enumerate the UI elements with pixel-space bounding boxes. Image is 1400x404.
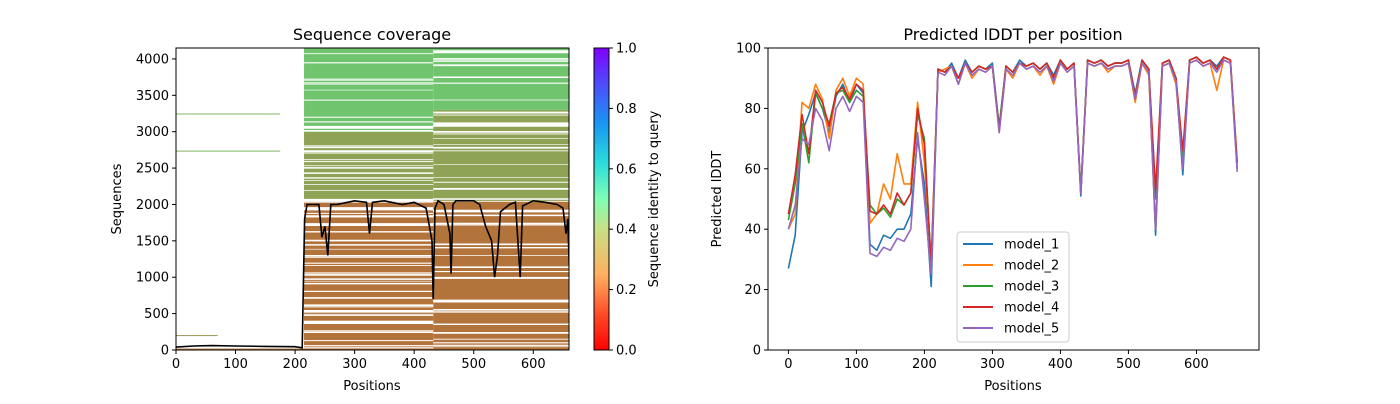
plddt-y-ticks: 0 20 40 60 80 100 [736,42,768,359]
plddt-axes-frame [767,47,1260,351]
coverage-y-tick-label-5: 2500 [136,162,169,177]
plddt-series-model_5 [787,59,1238,276]
coverage-panel: 0 100 200 300 400 500 600 0 500 1000 1500 2000 2500… [110,25,570,394]
coverage-x-label: Positions [343,379,401,394]
coverage-y-tick-label-3: 1500 [136,234,169,249]
plddt-x-tick-label-1: 100 [844,357,869,372]
plddt-lines [787,56,1238,288]
coverage-block-5 [304,131,434,201]
coverage-x-tick-label-3: 300 [342,357,367,372]
plddt-panel: 0 100 200 300 400 500 600 0 20 40 60 80 100 Predict… [710,25,1260,394]
plddt-x-tick-label-4: 400 [1048,357,1073,372]
plddt-y-label: Predicted lDDT [710,151,725,248]
legend-label-model_5: model_5 [1004,322,1059,337]
colorbar-tick-label-1: 0.2 [616,283,637,298]
coverage-block-3 [176,113,281,115]
colorbar-tick-label-0: 0.0 [616,344,637,359]
colorbar-tick-label-3: 0.6 [616,162,637,177]
plddt-x-tick-label-0: 0 [784,357,792,372]
coverage-y-tick-label-0: 0 [161,344,169,359]
plddt-x-tick-label-6: 600 [1184,357,1209,372]
legend-label-model_3: model_3 [1004,280,1059,295]
plddt-x-ticks: 0 100 200 300 400 500 600 [784,350,1209,372]
plddt-y-tick-label-2: 40 [744,223,761,238]
coverage-title: Sequence coverage [293,25,451,44]
plddt-x-tick-label-3: 300 [980,357,1005,372]
plddt-x-label: Positions [984,379,1042,394]
legend-frame [956,231,1070,343]
coverage-y-ticks: 0 500 1000 1500 2000 2500 3000 3500 4000 [136,52,176,359]
colorbar-tick-label-4: 0.8 [616,102,637,117]
coverage-x-tick-label-1: 100 [223,357,248,372]
coverage-x-ticks: 0 100 200 300 400 500 600 [172,350,546,372]
colorbar: 0.0 0.2 0.4 0.6 0.8 1.0 Sequence identity to … [593,42,662,359]
plddt-x-tick-label-2: 200 [912,357,937,372]
coverage-block-2 [176,150,281,152]
coverage-axes-frame [175,47,570,351]
coverage-y-label: Sequences [110,163,125,234]
colorbar-label: Sequence identity to query [647,110,662,287]
plddt-y-tick-label-1: 20 [744,283,761,298]
coverage-gap-lines [304,50,569,349]
coverage-block-1 [176,335,218,337]
coverage-y-tick-label-6: 3000 [136,125,169,140]
legend-label-model_4: model_4 [1004,301,1059,316]
plddt-y-tick-label-3: 60 [744,162,761,177]
coverage-block-0 [176,348,305,350]
coverage-y-tick-label-4: 2000 [136,198,169,213]
coverage-x-tick-label-6: 600 [521,357,546,372]
legend-items: model_1 model_2 model_3 model_4 model_5 [963,238,1059,337]
plddt-y-tick-label-4: 80 [744,102,761,117]
coverage-x-tick-label-4: 400 [402,357,427,372]
plddt-x-tick-label-5: 500 [1116,357,1141,372]
coverage-y-tick-label-8: 4000 [136,52,169,67]
legend-label-model_1: model_1 [1004,238,1059,253]
coverage-y-tick-label-7: 3500 [136,89,169,104]
coverage-x-tick-label-0: 0 [172,357,180,372]
plddt-series-model_4 [787,56,1238,267]
legend-label-model_2: model_2 [1004,259,1059,274]
coverage-x-tick-label-2: 200 [283,357,308,372]
coverage-x-tick-label-5: 500 [461,357,486,372]
colorbar-tick-label-2: 0.4 [616,223,637,238]
coverage-y-tick-label-1: 500 [144,307,169,322]
plddt-y-tick-label-5: 100 [736,42,761,57]
plddt-title: Predicted lDDT per position [903,25,1122,44]
coverage-y-tick-label-2: 1000 [136,271,169,286]
plddt-legend: model_1 model_2 model_3 model_4 model_5 [956,231,1070,343]
colorbar-tick-label-5: 1.0 [616,42,637,57]
coverage-line [176,199,569,349]
colorbar-gradient [593,47,610,351]
plddt-y-tick-label-0: 0 [753,344,761,359]
coverage-block-9 [433,48,569,110]
colorbar-ticks: 0.0 0.2 0.4 0.6 0.8 1.0 [609,42,637,359]
coverage-block-7 [433,200,569,350]
